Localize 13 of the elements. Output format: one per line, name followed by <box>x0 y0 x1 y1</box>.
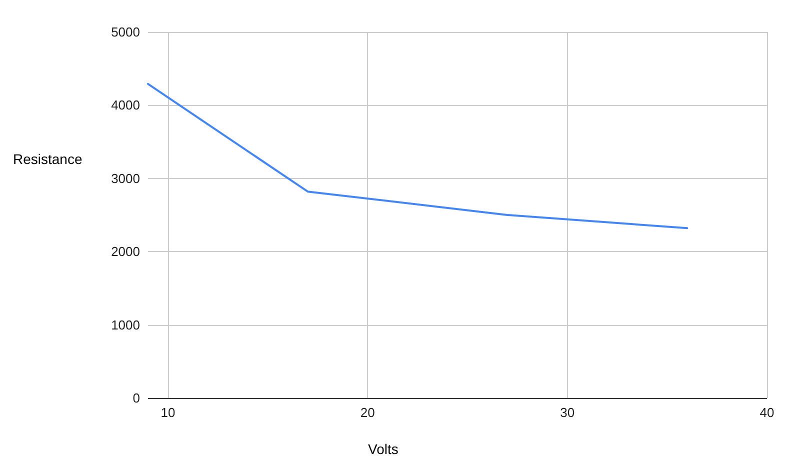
x-tick-label: 10 <box>160 405 176 420</box>
y-tick-label: 0 <box>132 390 140 406</box>
x-tick-label: 30 <box>560 405 575 420</box>
x-tick-label: 20 <box>360 405 375 420</box>
y-tick-label: 2000 <box>111 244 140 260</box>
x-tick-label: 40 <box>760 405 774 420</box>
y-tick-label: 5000 <box>111 24 140 40</box>
line-series <box>147 82 688 230</box>
y-axis-title: Resistance <box>13 151 82 167</box>
y-tick-label: 3000 <box>111 170 140 186</box>
y-tick-label: 4000 <box>111 98 140 113</box>
y-tick-label: 1000 <box>111 317 140 332</box>
x-axis-title: Volts <box>368 441 398 457</box>
